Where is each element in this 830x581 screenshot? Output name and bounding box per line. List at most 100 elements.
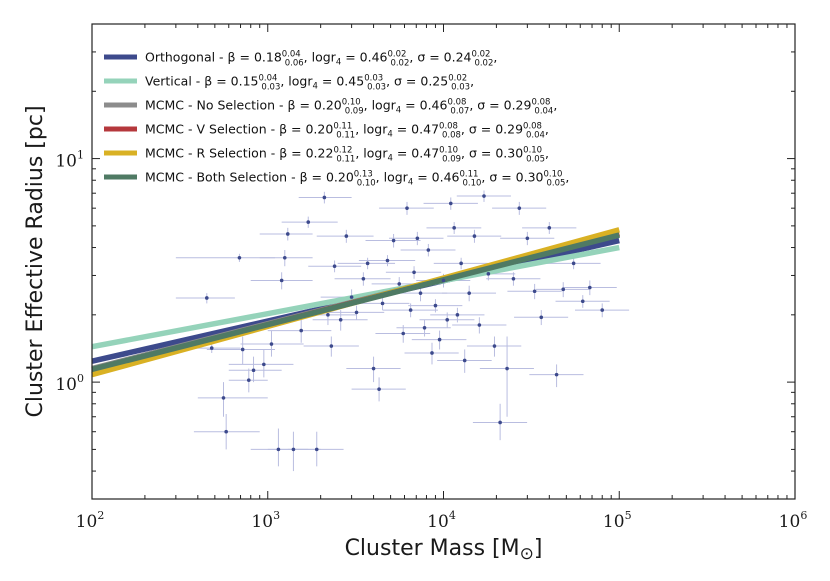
legend-sigma-upper: 0.02 <box>448 74 467 84</box>
data-point <box>455 313 460 317</box>
legend-sigma-value: , σ = 0.30 <box>461 146 523 161</box>
legend-end: , <box>470 74 474 89</box>
data-point <box>486 272 491 276</box>
legend-logr-value: = 0.45 <box>318 74 364 89</box>
legend-entry-text: MCMC - No Selection - β = 0.200.10 0.09, … <box>145 98 557 117</box>
legend-logr-lower: 0.08 <box>442 131 461 141</box>
tick-base: 10 <box>779 512 801 532</box>
legend-label: Orthogonal - β = 0.18 <box>145 50 282 65</box>
tick-base: 10 <box>603 512 625 532</box>
data-point <box>338 318 343 322</box>
tick-exponent: 0 <box>77 372 84 385</box>
legend-beta-upper: 0.10 <box>342 98 361 108</box>
solar-symbol: ⊙ <box>520 544 534 564</box>
x-tick-label: 104 <box>427 509 456 532</box>
data-point <box>332 264 337 269</box>
data-point <box>511 276 516 281</box>
data-point <box>600 308 605 312</box>
data-point <box>477 323 482 327</box>
legend-label: MCMC - V Selection - β = 0.20 <box>145 122 333 137</box>
legend-logr-lower: 0.07 <box>450 107 469 117</box>
legend-logr-upper: 0.11 <box>460 170 479 180</box>
legend-entry-text: MCMC - R Selection - β = 0.220.12 0.11, l… <box>145 146 549 165</box>
y-axis-title: Cluster Effective Radius [pc] <box>23 105 48 417</box>
data-point <box>221 396 226 400</box>
data-point <box>401 331 406 336</box>
legend-logr-lower: 0.02 <box>390 59 409 69</box>
data-point <box>517 206 522 210</box>
data-point <box>391 238 396 243</box>
legend-logr-subscript: 4 <box>313 82 318 92</box>
legend-sigma-lower: 0.02 <box>474 59 493 69</box>
legend-logr-subscript: 4 <box>387 154 392 164</box>
legend-beta-lower: 0.06 <box>285 59 304 69</box>
data-point <box>299 328 304 333</box>
legend-logr-upper: 0.03 <box>364 74 383 84</box>
legend-logr-value: = 0.46 <box>413 170 459 185</box>
data-point <box>472 234 477 238</box>
legend-entry-text: MCMC - Both Selection - β = 0.200.13 0.10… <box>145 170 569 189</box>
legend-sigma-value: , σ = 0.29 <box>469 98 531 113</box>
legend-sigma-upper: 0.10 <box>544 170 563 180</box>
data-point <box>430 351 434 355</box>
data-point <box>505 366 509 371</box>
legend-sigma-lower: 0.04 <box>526 131 545 141</box>
data-point <box>209 346 214 350</box>
legend-sigma-upper: 0.02 <box>472 50 491 60</box>
legend-end: , <box>493 50 497 65</box>
tick-base: 10 <box>55 375 77 395</box>
legend-beta-upper: 0.11 <box>333 122 352 132</box>
data-point <box>377 387 381 391</box>
legend-beta-lower: 0.10 <box>357 179 376 189</box>
data-point <box>588 285 592 290</box>
legend-logr-upper: 0.08 <box>439 122 458 132</box>
data-point <box>285 232 290 236</box>
legend-logr: , logr <box>280 74 313 89</box>
data-point <box>237 255 242 260</box>
data-point <box>498 420 502 425</box>
plot-frame <box>91 23 796 500</box>
data-point <box>385 258 390 263</box>
legend-sigma-upper: 0.08 <box>531 98 550 108</box>
data-point <box>405 206 409 210</box>
data-point <box>571 261 576 266</box>
scatter-points-layer <box>205 194 605 452</box>
data-point <box>349 295 354 299</box>
x-axis-title: Cluster Mass [M⊙] <box>345 536 543 564</box>
data-point <box>279 278 284 283</box>
data-point <box>422 325 427 330</box>
legend: Orthogonal - β = 0.180.04 0.06, logr4 = 0… <box>104 50 569 189</box>
data-point <box>408 308 413 312</box>
data-point <box>426 248 431 252</box>
legend-end: , <box>565 170 569 185</box>
data-point <box>441 278 446 283</box>
legend-beta-lower: 0.11 <box>336 131 355 141</box>
legend-beta-lower: 0.09 <box>345 107 364 117</box>
data-point <box>433 303 438 308</box>
legend-sigma-upper: 0.08 <box>523 122 542 132</box>
x-axis-title-close: ] <box>534 536 543 561</box>
legend-logr-subscript: 4 <box>408 178 413 188</box>
legend-logr-upper: 0.08 <box>447 98 466 108</box>
data-point <box>445 318 450 322</box>
legend-sigma-lower: 0.03 <box>451 83 470 93</box>
legend-logr: , logr <box>376 170 409 185</box>
data-point <box>306 220 311 224</box>
data-point <box>240 347 245 352</box>
legend-sigma-value: , σ = 0.30 <box>481 170 543 185</box>
fit-line <box>91 232 620 373</box>
legend-entry-text: MCMC - V Selection - β = 0.200.11 0.11, l… <box>145 122 549 141</box>
legend-sigma-value: , σ = 0.24 <box>409 50 471 65</box>
data-point <box>344 234 349 238</box>
legend-beta-lower: 0.03 <box>261 83 280 93</box>
data-point <box>539 315 544 320</box>
data-point <box>415 236 420 241</box>
tick-exponent: 1 <box>77 149 84 162</box>
data-point <box>329 344 334 348</box>
x-tick-label: 105 <box>603 509 632 532</box>
legend-label: MCMC - R Selection - β = 0.22 <box>145 146 333 161</box>
data-point <box>314 447 319 452</box>
legend-beta-upper: 0.13 <box>354 170 373 180</box>
